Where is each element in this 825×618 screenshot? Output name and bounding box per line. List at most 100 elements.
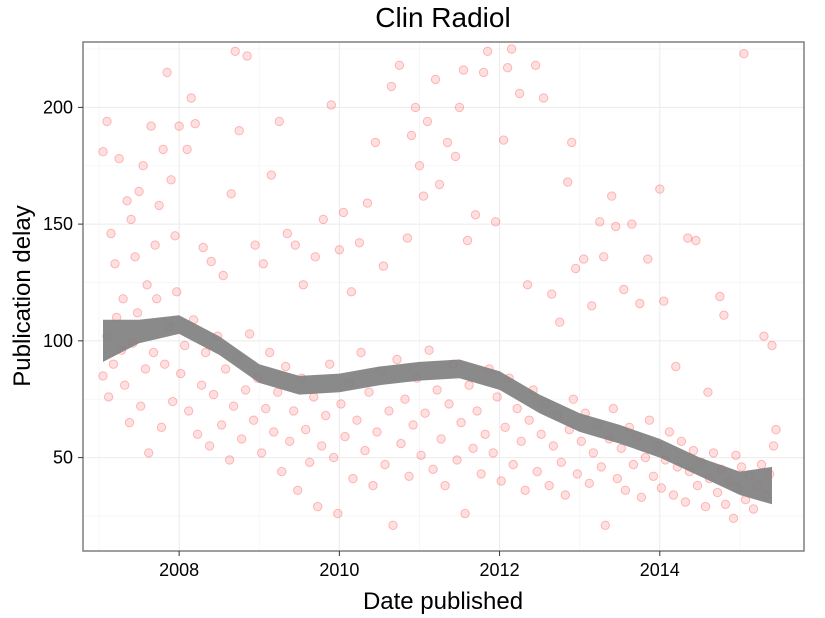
data-point [655,184,665,194]
data-point [452,455,462,465]
data-point [748,504,759,514]
y-tick-label: 200 [43,97,73,117]
panel-border [82,41,805,552]
data-point [450,151,461,162]
data-point [228,401,239,411]
data-point [142,280,152,290]
data-point [616,443,626,453]
data-point [692,480,703,491]
confidence-band [103,315,772,505]
data-point [325,359,335,369]
data-point [643,254,653,264]
data-point [556,457,566,467]
data-point [496,476,506,486]
data-point [568,394,578,404]
data-point [224,455,235,465]
data-point [514,88,525,99]
data-point [400,394,410,404]
data-point [480,429,490,439]
data-point [524,415,534,425]
data-point [372,427,382,437]
data-point [321,410,331,421]
data-point [182,144,192,155]
data-point [152,294,162,304]
data-point [668,490,679,500]
data-point [394,60,405,71]
data-point [98,371,108,381]
data-point [715,291,725,302]
data-point [516,436,526,446]
data-point [442,137,453,148]
data-point [360,445,370,456]
data-point [404,471,414,481]
data-point [492,392,502,402]
data-point [683,233,693,243]
data-point [396,438,406,449]
data-point [430,74,441,85]
data-point [190,119,200,129]
data-point [172,287,182,297]
data-point [420,408,430,418]
data-point [488,448,498,458]
data-point [156,422,167,432]
data-point [326,100,336,110]
data-point [273,387,283,397]
data-point [289,406,299,416]
data-point [640,452,651,463]
data-point [388,520,398,530]
data-point [468,443,478,453]
data-point [269,427,279,437]
data-point [106,228,116,239]
data-point [386,81,397,92]
data-point [759,331,769,341]
y-tick-label: 50 [53,448,73,468]
data-point [676,436,687,446]
data-point [333,508,343,519]
data-point [595,217,605,227]
data-point [664,427,675,437]
data-point [607,191,617,201]
data-point [584,478,594,488]
data-point [644,415,655,425]
data-point [140,364,151,374]
data-point [198,242,208,253]
data-point [406,130,417,141]
data-point [236,434,247,444]
data-point [134,186,144,197]
data-point [244,329,255,339]
plot-panel [82,41,805,552]
data-point [364,387,374,397]
data-point [108,359,119,369]
data-point [174,121,184,131]
data-point [418,191,429,201]
data-point [731,450,741,460]
data-point [132,308,143,318]
data-point [600,520,610,530]
data-point [162,67,172,78]
data-point [422,116,433,127]
data-point [354,238,365,248]
data-point [410,102,421,113]
data-point [220,364,231,374]
data-point [588,448,598,458]
data-point [756,459,767,470]
data-point [356,347,366,358]
data-point [648,471,659,481]
data-point [248,415,259,425]
data-point [530,60,541,71]
data-point [258,259,268,269]
chart-title: Clin Radiol [375,2,510,33]
x-tick-label: 2012 [480,560,520,580]
data-point [368,480,378,491]
data-point [329,452,339,463]
data-point [460,508,470,519]
data-point [476,469,486,479]
x-tick-label: 2008 [159,560,199,580]
data-point [340,431,350,442]
data-point [464,380,474,390]
data-point [424,345,434,355]
data-point [520,485,530,495]
data-point [454,102,465,113]
data-point [98,147,108,157]
data-point [118,294,128,304]
